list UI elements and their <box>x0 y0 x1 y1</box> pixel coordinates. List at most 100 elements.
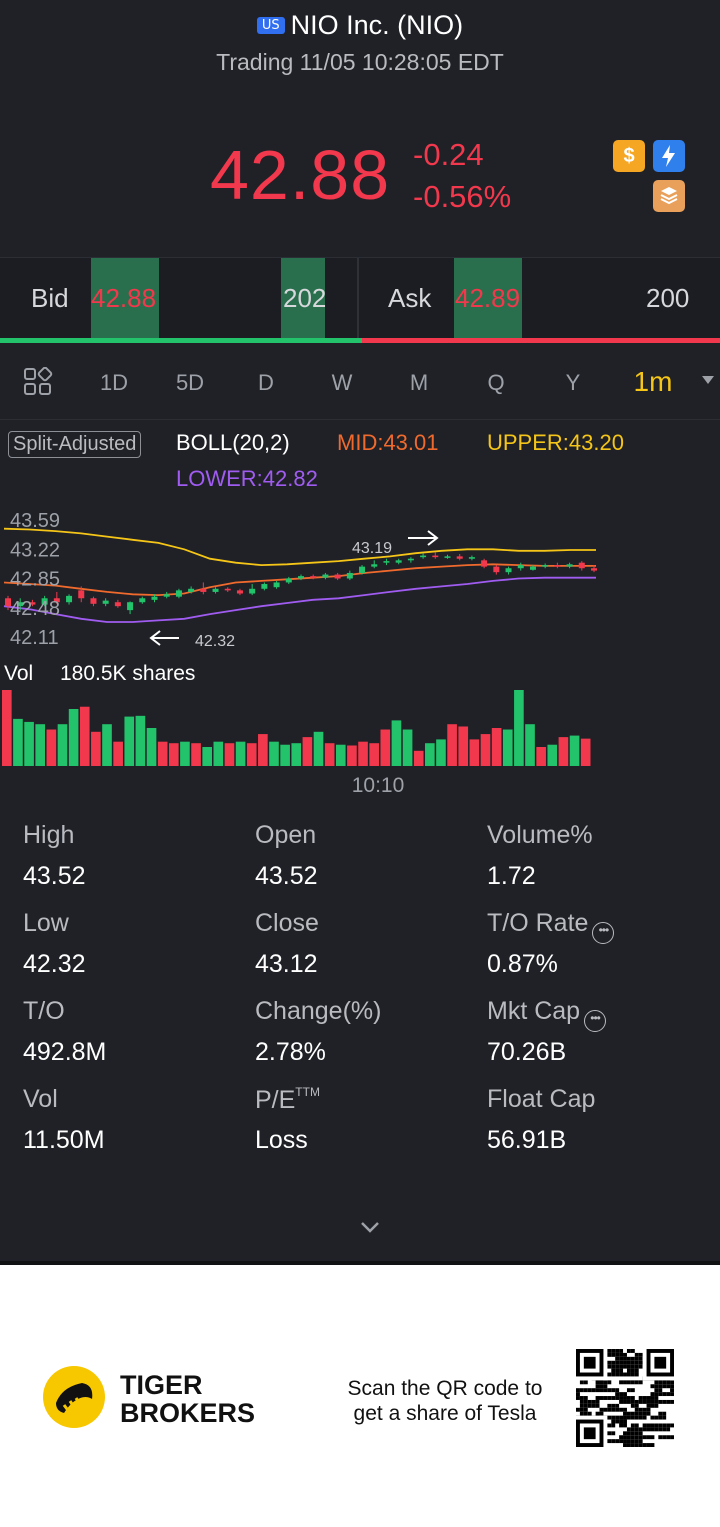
volume-bar <box>79 706 90 766</box>
volume-bar <box>391 720 402 766</box>
candle-body <box>444 556 451 558</box>
stat-value-change: 2.78% <box>255 1038 326 1066</box>
stat-value-vol: 11.50M <box>23 1126 105 1154</box>
bolt-icon[interactable] <box>653 140 685 172</box>
candle-body <box>481 560 488 567</box>
stat-label-close: Close <box>255 909 319 937</box>
tab-quarter[interactable]: Q <box>487 370 505 395</box>
volume-bar <box>480 734 491 766</box>
stat-label-pe: P/ETTM <box>255 1085 320 1115</box>
volume-bar <box>280 744 290 766</box>
trading-status: Trading 11/05 10:28:05 EDT <box>216 49 504 75</box>
volume-bar <box>291 743 302 766</box>
stat-label-to: T/O <box>23 997 65 1025</box>
volume-bar <box>402 729 413 766</box>
volume-bar <box>558 737 569 766</box>
candle-body <box>273 582 280 588</box>
price-volume-chart[interactable]: 43.59 43.22 42.85 42.48 42.11 43.19 42.32 Vol 18… <box>0 500 720 805</box>
boll-mid: MID:43.01 <box>337 430 439 455</box>
volume-bar <box>569 735 580 766</box>
boll-label[interactable]: BOLL(20,2) <box>176 430 290 455</box>
volume-bar <box>91 731 101 766</box>
volume-bar <box>191 743 201 766</box>
volume-bar <box>113 741 123 766</box>
tab-day[interactable]: D <box>258 370 274 395</box>
candle-body <box>163 594 170 597</box>
stat-label-vol: Vol <box>23 1085 58 1113</box>
candle-body <box>578 562 585 569</box>
tab-5d[interactable]: 5D <box>175 370 205 395</box>
tab-1d[interactable]: 1D <box>99 370 129 395</box>
stat-label-volume-pct: Volume% <box>487 821 593 849</box>
arrow-right-icon <box>408 530 439 546</box>
volume-bar <box>458 726 469 766</box>
ask-price: 42.89 <box>455 283 521 313</box>
ask-label: Ask <box>388 283 432 313</box>
volume-bar <box>536 747 546 766</box>
volume-bar <box>46 729 57 766</box>
volume-bar <box>547 744 558 766</box>
change-value: -0.24 <box>413 137 484 172</box>
volume-bar <box>246 743 257 766</box>
brand-line-1: TIGER <box>120 1370 203 1400</box>
layout-grid-icon[interactable] <box>23 367 53 397</box>
candle-body <box>200 588 207 592</box>
candle-body <box>188 588 195 592</box>
chevron-down-icon[interactable] <box>702 376 714 384</box>
volume-bar <box>13 718 23 766</box>
price-axis-label: 42.85 <box>10 569 60 591</box>
more-info-icon[interactable]: ••• <box>584 1010 607 1032</box>
candle-body <box>298 576 304 579</box>
stat-value-low: 42.32 <box>23 950 86 978</box>
volume-bar <box>135 715 146 766</box>
candle-body <box>66 595 73 603</box>
split-adjusted-toggle[interactable]: Split-Adjusted <box>8 431 142 458</box>
candle-body <box>566 564 573 567</box>
candle-body <box>529 566 536 570</box>
volume-bar <box>313 731 324 766</box>
expand-chevron-icon[interactable] <box>360 1220 380 1234</box>
volume-bar <box>180 741 190 766</box>
stack-icon[interactable] <box>653 180 685 212</box>
bid-qty-bar <box>281 258 325 339</box>
qr-code[interactable] <box>576 1349 674 1447</box>
market-badge: US <box>256 17 285 34</box>
candle-body <box>371 564 378 567</box>
stat-value-high: 43.52 <box>23 862 86 890</box>
stat-label-low: Low <box>23 909 69 937</box>
dollar-icon[interactable]: $ <box>613 140 645 172</box>
tab-week[interactable]: W <box>331 370 353 395</box>
candle-body <box>224 588 231 591</box>
volume-bar <box>514 690 524 766</box>
pe-ttm: TTM <box>295 1085 320 1099</box>
quote-header: US NIO Inc. (NIO) Trading 11/05 10:28:05 … <box>0 0 720 255</box>
tab-month[interactable]: M <box>409 370 429 395</box>
indicator-legend: Split-Adjusted BOLL(20,2) MID:43.01 UPPE… <box>0 428 720 498</box>
more-info-icon[interactable]: ••• <box>592 922 615 944</box>
bid-price: 42.88 <box>91 283 157 313</box>
brand-line-2: BROKERS <box>120 1398 256 1428</box>
volume-bar <box>224 743 235 766</box>
price-axis-label: 43.59 <box>10 510 60 532</box>
candle-body <box>542 565 549 567</box>
bid-label: Bid <box>31 283 69 313</box>
candle-body <box>29 602 36 605</box>
volume-bar <box>235 741 246 766</box>
stat-label-float-cap: Float Cap <box>487 1085 596 1113</box>
candle-body <box>322 574 329 578</box>
volume-bar <box>157 741 168 766</box>
candle-body <box>346 572 353 579</box>
candle-body <box>591 568 597 571</box>
volume-bar <box>146 728 157 766</box>
boll-upper: UPPER:43.20 <box>487 430 624 455</box>
volume-bar <box>447 724 457 766</box>
candle-body <box>432 555 439 558</box>
tab-1m[interactable]: 1m <box>633 366 673 397</box>
volume-bar <box>35 724 46 766</box>
candle-body <box>17 602 24 607</box>
stock-title: US NIO Inc. (NIO) <box>0 10 720 41</box>
candle-body <box>212 588 219 592</box>
candle-body <box>236 590 243 594</box>
tab-year[interactable]: Y <box>565 370 581 395</box>
bid-ask-ratio-bar <box>0 338 720 343</box>
